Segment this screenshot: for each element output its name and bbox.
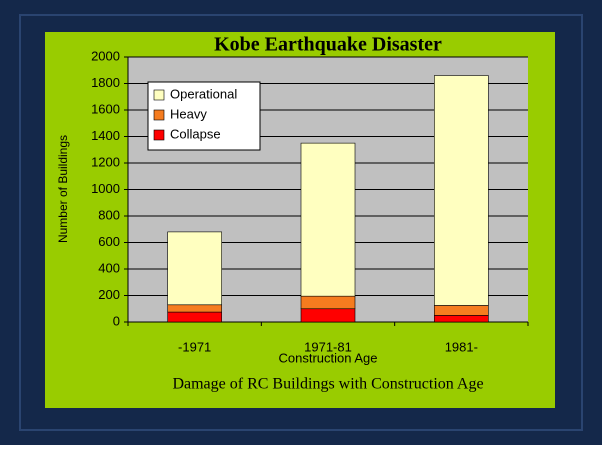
bar-segment: [300, 308, 356, 323]
legend-label: Heavy: [170, 106, 207, 121]
x-tick-label: 1971-81: [304, 339, 352, 354]
legend-label: Collapse: [170, 126, 221, 141]
y-tick-label: 1000: [91, 181, 120, 196]
legend-label: Operational: [170, 86, 237, 101]
legend-box: [147, 81, 261, 151]
bar-segment: [167, 231, 222, 306]
legend-swatch: [153, 129, 165, 141]
bar-segment: [167, 304, 222, 313]
y-tick-label: 400: [98, 260, 120, 275]
x-tick-label: -1971: [178, 339, 211, 354]
bar-segment: [434, 75, 489, 306]
x-axis-label: Construction Age: [278, 350, 377, 365]
y-axis-label: Number of Buildings: [56, 135, 70, 243]
y-tick-label: 1200: [91, 154, 120, 169]
frame: [19, 14, 583, 431]
y-tick-label: 1800: [91, 75, 120, 90]
x-tick-label: 1981-: [445, 339, 478, 354]
y-tick-label: 1400: [91, 128, 120, 143]
bar-segment: [434, 315, 489, 323]
y-tick-label: 800: [98, 207, 120, 222]
bar-segment: [434, 305, 489, 316]
y-tick-label: 0: [113, 313, 120, 328]
legend-swatch: [153, 89, 165, 101]
bar-segment: [300, 142, 356, 297]
y-tick-label: 2000: [91, 48, 120, 63]
chart-title: Kobe Earthquake Disaster: [214, 34, 442, 56]
caption: Damage of RC Buildings with Construction…: [172, 376, 483, 393]
bar-segment: [167, 311, 222, 323]
y-tick-label: 200: [98, 287, 120, 302]
legend-swatch: [153, 109, 165, 121]
bar-segment: [300, 295, 356, 310]
y-tick-label: 1600: [91, 101, 120, 116]
y-tick-label: 600: [98, 234, 120, 249]
